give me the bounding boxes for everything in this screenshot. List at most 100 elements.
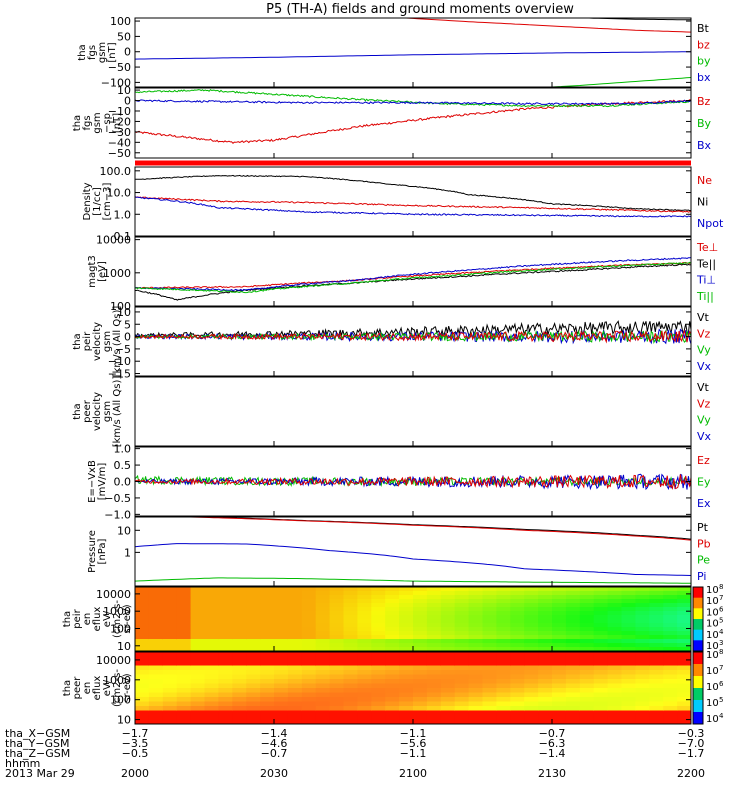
spectrogram-cell bbox=[677, 661, 691, 667]
spectrogram-cell bbox=[621, 607, 636, 612]
x-row-value: −0.7 bbox=[539, 727, 566, 740]
spectrogram-cell bbox=[218, 715, 233, 721]
spectrogram-cell bbox=[274, 643, 289, 648]
spectrogram-cell bbox=[593, 688, 609, 694]
spectrogram-cell bbox=[663, 683, 678, 689]
spectrogram-cell bbox=[538, 587, 553, 592]
x-row-label: tha_X−GSM bbox=[5, 727, 70, 740]
spectrogram-cell bbox=[468, 719, 484, 724]
x-row-value: −4.6 bbox=[261, 737, 288, 750]
spectrogram-cell bbox=[565, 674, 581, 680]
spectrogram-cell bbox=[663, 615, 678, 620]
spectrogram-cell bbox=[635, 715, 650, 721]
spectrogram-cell bbox=[524, 619, 539, 624]
spectrogram-cell bbox=[579, 639, 595, 644]
spectrogram-cell bbox=[399, 661, 414, 667]
spectrogram-cell bbox=[482, 670, 497, 676]
spectrogram-cell bbox=[510, 661, 525, 667]
spectrogram-cell bbox=[496, 661, 511, 667]
spectrogram-cell bbox=[274, 587, 289, 592]
spectrogram-cell bbox=[635, 679, 650, 685]
spectrogram-cell bbox=[579, 619, 595, 624]
spectrogram-cell bbox=[579, 688, 595, 694]
spectrogram-cell bbox=[663, 665, 678, 671]
spectrogram-cell bbox=[426, 674, 442, 680]
spectrogram-cell bbox=[565, 652, 581, 658]
spectrogram-cell bbox=[162, 587, 178, 592]
series-Te|| bbox=[135, 263, 691, 301]
spectrogram-cell bbox=[357, 635, 372, 640]
spectrogram-cell bbox=[274, 683, 289, 689]
spectrogram-cell bbox=[621, 665, 636, 671]
y-tick-label: 100 bbox=[110, 300, 131, 313]
spectrogram-cell bbox=[399, 615, 414, 620]
colorbar-swatch bbox=[693, 591, 703, 594]
spectrogram-cell bbox=[232, 674, 247, 680]
spectrogram-cell bbox=[621, 674, 636, 680]
spectrogram-cell bbox=[454, 639, 470, 644]
spectrogram-cell bbox=[649, 701, 664, 707]
spectrogram-cell bbox=[621, 710, 636, 716]
spectrogram-cell bbox=[315, 665, 331, 671]
colorbar-swatch bbox=[693, 668, 703, 672]
spectrogram-cell bbox=[593, 715, 609, 721]
spectrogram-cell bbox=[413, 623, 428, 628]
spectrogram-cell bbox=[677, 603, 691, 608]
spectrogram-cell bbox=[371, 665, 386, 671]
colorbar-tick-exponent: 3 bbox=[719, 639, 723, 647]
spectrogram-cell bbox=[552, 715, 567, 721]
spectrogram-cell bbox=[593, 627, 609, 632]
legend-entry: Vz bbox=[697, 327, 711, 340]
spectrogram-cell bbox=[399, 697, 414, 703]
spectrogram-cell bbox=[496, 611, 511, 616]
spectrogram-cell bbox=[454, 591, 470, 596]
spectrogram-cell bbox=[371, 643, 386, 648]
spectrogram-cell bbox=[204, 715, 219, 721]
spectrogram-cell bbox=[204, 670, 219, 676]
spectrogram-cell bbox=[663, 719, 678, 724]
spectrogram-cell bbox=[399, 611, 414, 616]
spectrogram-cell bbox=[162, 603, 178, 608]
spectrogram-cell bbox=[135, 631, 150, 636]
x-row-value: −0.7 bbox=[261, 747, 288, 760]
spectrogram-cell bbox=[274, 692, 289, 698]
spectrogram-cell bbox=[204, 652, 219, 658]
spectrogram-cell bbox=[635, 688, 650, 694]
spectrogram-cell bbox=[315, 591, 331, 596]
spectrogram-cell bbox=[274, 652, 289, 658]
spectrogram-cell bbox=[413, 706, 428, 712]
spectrogram-cell bbox=[552, 607, 567, 612]
y-tick-label: 10 bbox=[117, 640, 131, 653]
spectrogram-cell bbox=[315, 595, 331, 600]
y-tick-label: −50 bbox=[108, 61, 131, 74]
colorbar-swatch bbox=[693, 640, 703, 643]
spectrogram-cell bbox=[135, 692, 150, 698]
spectrogram-cell bbox=[176, 710, 192, 716]
spectrogram-cell bbox=[232, 715, 247, 721]
spectrogram-cell bbox=[301, 679, 317, 685]
spectrogram-cell bbox=[301, 623, 317, 628]
spectrogram-cell bbox=[399, 635, 414, 640]
spectrogram-cell bbox=[635, 615, 650, 620]
spectrogram-cell bbox=[135, 679, 150, 685]
spectrogram-cell bbox=[301, 665, 317, 671]
y-axis-label: eV/ bbox=[102, 610, 113, 627]
spectrogram-cell bbox=[538, 623, 553, 628]
spectrogram-cell bbox=[162, 627, 178, 632]
spectrogram-cell bbox=[329, 603, 345, 608]
spectrogram-cell bbox=[468, 607, 484, 612]
spectrogram-cell bbox=[426, 697, 442, 703]
spectrogram-cell bbox=[635, 719, 650, 724]
x-tick-label: 2200 bbox=[677, 767, 705, 780]
figure-title: P5 (TH-A) fields and ground moments over… bbox=[266, 2, 574, 17]
spectrogram-cell bbox=[301, 631, 317, 636]
spectrogram-cell bbox=[218, 635, 233, 640]
spectrogram-cell bbox=[343, 670, 358, 676]
spectrogram-cell bbox=[524, 683, 539, 689]
spectrogram-cell bbox=[162, 715, 178, 721]
spectrogram-cell bbox=[218, 692, 233, 698]
spectrogram-cell bbox=[204, 679, 219, 685]
spectrogram-cell bbox=[218, 656, 233, 662]
spectrogram-cell bbox=[135, 719, 150, 724]
spectrogram-cell bbox=[552, 692, 567, 698]
